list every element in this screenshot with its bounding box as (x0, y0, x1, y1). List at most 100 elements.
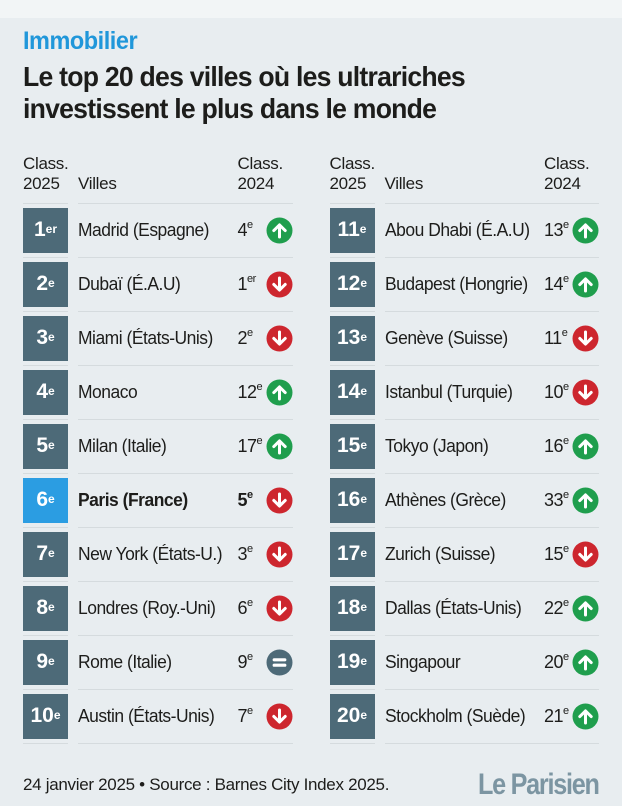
page-title-line1: Le top 20 des villes où les ultrariches (23, 61, 466, 92)
page-title-line2: investissent le plus dans le monde (23, 93, 437, 125)
row-divider (23, 685, 293, 694)
table-row: 16 e Athènes (Grèce) 33e (329, 477, 600, 523)
column-header-class-2025: Class. 2025 (23, 153, 69, 193)
city-label: Austin (États-Unis) (78, 705, 215, 726)
ranking-tables: Class. 2025 Villes Class. 2024 1 er Madrid… (23, 150, 599, 748)
rank-badge: 14 e (329, 369, 375, 415)
previous-rank-cell: 3e (238, 541, 293, 568)
column-header-class-2024: Class. 2024 (544, 153, 590, 193)
previous-rank: 13e (544, 218, 569, 240)
city-label: Miami (États-Unis) (78, 327, 213, 348)
previous-rank-cell: 17e (238, 433, 293, 460)
trend-up-icon (572, 217, 599, 244)
table-row: 4 e Monaco 12e (23, 369, 293, 415)
row-divider (23, 577, 293, 586)
city-label: Zurich (Suisse) (384, 543, 496, 564)
previous-rank-cell: 11e (544, 325, 599, 352)
ranking-table-left: Class. 2025 Villes Class. 2024 1 er Madrid… (23, 150, 293, 748)
previous-rank: 20e (544, 650, 569, 672)
top-strip (0, 0, 622, 18)
city-label: New York (États-U.) (78, 543, 223, 564)
row-divider (329, 199, 599, 208)
previous-rank-cell: 6e (238, 595, 293, 622)
table-row: 14 e Istanbul (Turquie) 10e (329, 369, 600, 415)
table-header: Class. 2025 Villes Class. 2024 (23, 150, 293, 199)
trend-up-icon (572, 271, 599, 298)
trend-up-icon (266, 433, 293, 460)
previous-rank-cell: 16e (544, 433, 599, 460)
city-label: Monaco (78, 381, 138, 402)
previous-rank: 7e (237, 704, 254, 726)
previous-rank-cell: 9e (238, 649, 293, 676)
previous-rank: 3e (237, 542, 254, 564)
source-caption: 24 janvier 2025 • Source : Barnes City I… (23, 774, 390, 794)
trend-down-icon (266, 703, 293, 730)
city-label: Dubaï (É.A.U) (78, 273, 181, 294)
table-row: 13 e Genève (Suisse) 11e (329, 315, 600, 361)
city-label: Genève (Suisse) (384, 327, 508, 348)
row-divider (23, 253, 293, 262)
row-divider (23, 361, 293, 370)
previous-rank-cell: 14e (544, 271, 599, 298)
rank-badge: 15 e (329, 423, 375, 469)
row-divider (23, 739, 293, 748)
table-row: 5 e Milan (Italie) 17e (23, 423, 293, 469)
previous-rank: 12e (237, 380, 263, 402)
row-divider (329, 631, 599, 640)
previous-rank-cell: 5e (238, 487, 293, 514)
table-row: 3 e Miami (États-Unis) 2e (23, 315, 293, 361)
row-divider (329, 415, 599, 424)
previous-rank-cell: 15e (544, 541, 599, 568)
le-parisien-logo: Le Parisien (478, 767, 600, 801)
column-header-villes: Villes (384, 173, 424, 193)
row-divider (23, 307, 293, 316)
column-header-class-2025: Class. 2025 (329, 153, 376, 193)
trend-down-icon (572, 325, 599, 352)
table-header: Class. 2025 Villes Class. 2024 (330, 150, 600, 199)
table-row: 6 e Paris (France) 5e (23, 477, 293, 523)
trend-up-icon (572, 703, 599, 730)
trend-down-icon (266, 595, 293, 622)
trend-equal-icon (266, 649, 293, 676)
previous-rank-cell: 2e (238, 325, 293, 352)
rank-badge: 1 er (23, 207, 68, 253)
table-row: 9 e Rome (Italie) 9e (23, 639, 293, 685)
trend-up-icon (266, 379, 293, 406)
rank-badge: 20 e (329, 693, 375, 739)
trend-up-icon (266, 217, 293, 244)
table-row: 7 e New York (États-U.) 3e (23, 531, 293, 577)
previous-rank: 2e (237, 326, 254, 348)
previous-rank-cell: 7e (238, 703, 293, 730)
city-label: Paris (France) (78, 489, 188, 510)
rank-badge: 13 e (329, 315, 375, 361)
city-label: Londres (Roy.-Uni) (78, 597, 216, 618)
row-divider (329, 253, 599, 262)
city-label: Dallas (États-Unis) (384, 597, 522, 618)
city-label: Abou Dhabi (É.A.U) (384, 219, 530, 240)
previous-rank: 14e (544, 272, 569, 294)
rank-badge: 16 e (329, 477, 375, 523)
previous-rank-cell: 13e (544, 217, 599, 244)
city-label: Istanbul (Turquie) (384, 381, 513, 402)
previous-rank: 11e (544, 326, 568, 348)
trend-down-icon (266, 487, 293, 514)
table-row: 19 e Singapour 20e (329, 639, 600, 685)
previous-rank: 17e (237, 434, 263, 456)
footer: 24 janvier 2025 • Source : Barnes City I… (23, 767, 600, 802)
row-divider (23, 523, 293, 532)
table-row: 12 e Budapest (Hongrie) 14e (329, 261, 600, 307)
previous-rank: 16e (544, 434, 569, 456)
previous-rank-cell: 4e (238, 217, 293, 244)
previous-rank-cell: 12e (238, 379, 293, 406)
previous-rank: 1er (237, 272, 257, 294)
previous-rank: 21e (544, 704, 569, 726)
previous-rank-cell: 1er (238, 271, 293, 298)
row-divider (329, 307, 599, 316)
